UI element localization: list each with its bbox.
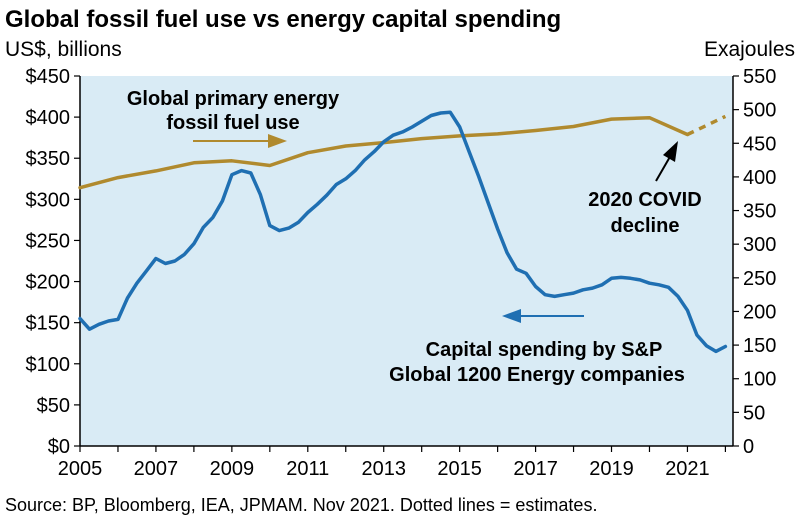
covid-label-line1: 2020 COVID <box>588 189 701 211</box>
right-tick-label: 0 <box>743 436 754 458</box>
right-tick-label: 50 <box>743 402 765 424</box>
right-axis-label: Exajoules <box>704 38 795 61</box>
fossil-fuel-label-line1: Global primary energy <box>127 88 340 110</box>
capex-label-line2: Global 1200 Energy companies <box>389 364 685 386</box>
fossil-fuel-arrow <box>193 134 287 148</box>
covid-label-line2: decline <box>611 215 680 237</box>
left-tick-label: $400 <box>26 107 71 129</box>
x-tick-label: 2015 <box>437 458 482 480</box>
right-tick-label: 550 <box>743 66 776 88</box>
right-tick-label: 150 <box>743 335 776 357</box>
right-tick-label: 100 <box>743 369 776 391</box>
right-tick-label: 300 <box>743 234 776 256</box>
x-tick-label: 2013 <box>361 458 406 480</box>
right-tick-label: 250 <box>743 268 776 290</box>
right-tick-label: 500 <box>743 100 776 122</box>
plot-area <box>80 76 733 446</box>
left-tick-label: $250 <box>26 230 71 252</box>
left-tick-label: $50 <box>37 395 70 417</box>
series-layer <box>78 110 728 354</box>
right-tick-label: 200 <box>743 301 776 323</box>
x-tick-label: 2017 <box>513 458 558 480</box>
left-tick-label: $100 <box>26 354 71 376</box>
x-tick-label: 2021 <box>665 458 710 480</box>
left-tick-label: $300 <box>26 189 71 211</box>
covid-arrow <box>655 141 678 182</box>
right-tick-label: 350 <box>743 201 776 223</box>
x-tick-label: 2005 <box>58 458 103 480</box>
left-tick-label: $0 <box>48 436 70 458</box>
capex-arrow <box>502 309 584 323</box>
x-tick-label: 2019 <box>589 458 634 480</box>
x-tick-label: 2007 <box>134 458 179 480</box>
right-axis-ticks: 0 50 100 150 200 250 300 350 400 450 500 550 <box>733 66 776 458</box>
x-tick-label: 2011 <box>286 458 329 480</box>
left-axis-label: US$, billions <box>5 38 122 61</box>
left-tick-label: $150 <box>26 313 71 335</box>
right-tick-label: 400 <box>743 167 776 189</box>
fossil-fuel-label-line2: fossil fuel use <box>166 112 299 134</box>
capex-label-line1: Capital spending by S&P <box>426 339 663 361</box>
left-tick-label: $350 <box>26 148 71 170</box>
left-tick-label: $200 <box>26 272 71 294</box>
capex-line <box>78 110 728 354</box>
right-tick-label: 450 <box>743 133 776 155</box>
left-axis-ticks: $0 $50 $100 $150 $200 $250 $300 $350 $400 $450 <box>26 66 80 458</box>
source-note: Source: BP, Bloomberg, IEA, JPMAM. Nov 2… <box>5 495 597 515</box>
x-tick-label: 2009 <box>210 458 255 480</box>
left-tick-label: $450 <box>26 66 71 88</box>
x-axis-ticks: 2005 2007 2009 2011 2013 2015 2017 2019 2021 <box>58 76 734 480</box>
chart-title: Global fossil fuel use vs energy capital… <box>5 6 561 33</box>
